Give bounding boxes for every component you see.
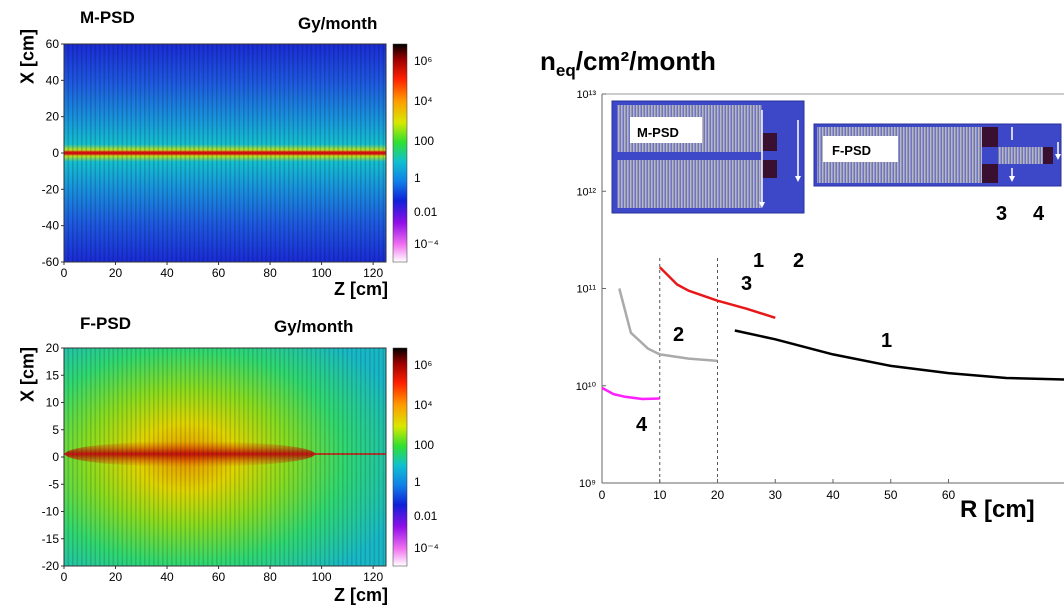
mpsd-y-tick-label: 60 <box>46 37 60 51</box>
fpsd-x-tick-label: 0 <box>61 570 68 584</box>
fluence-x-tick-label: 50 <box>884 488 898 502</box>
fpsd-inset-detector-block <box>982 127 998 147</box>
curve-2-label: 2 <box>673 324 685 346</box>
inset-region-4-label: 4 <box>1033 203 1045 225</box>
fluence-x-tick-label: 60 <box>942 488 956 502</box>
fluence-plot-title: neq/cm²/month <box>540 46 716 81</box>
fpsd-y-tick-label: -15 <box>42 532 60 546</box>
fpsd-y-tick-label: 20 <box>46 341 60 355</box>
mpsd-x-tick-label: 0 <box>61 266 68 280</box>
mpsd-inset-detector-block <box>762 160 777 178</box>
mpsd-inset <box>611 100 805 214</box>
fluence-y-tick-label: 10¹² <box>576 186 596 198</box>
fpsd-xlabel: Z [cm] <box>334 585 388 605</box>
fpsd-x-tick-label: 80 <box>263 570 277 584</box>
mpsd-inset-label: M-PSD <box>637 125 679 140</box>
fluence-series-4-line <box>601 386 660 401</box>
fluence-title-sub: eq <box>555 61 576 81</box>
curve-3-label: 3 <box>741 273 753 295</box>
fpsd-unit-label: Gy/month <box>274 317 354 336</box>
mpsd-heatmap: 60 40 20 0 -20 -40 -60 0 20 40 60 80 100 120 <box>42 37 408 280</box>
fluence-x-tick-label: 20 <box>711 488 725 502</box>
fpsd-colorbar-tick: 10⁻⁴ <box>414 541 439 555</box>
fluence-y-tick-label: 10⁹ <box>579 478 596 490</box>
mpsd-y-tick-label: 40 <box>46 73 60 87</box>
fpsd-title: F-PSD <box>80 314 131 333</box>
fluence-y-tick-label: 10¹¹ <box>576 284 596 296</box>
fpsd-x-tick-label: 60 <box>212 570 226 584</box>
mpsd-y-tick-label: -40 <box>42 219 60 233</box>
fluence-plot: 10⁹ 10¹⁰ 10¹¹ 10¹² 10¹³ 0 10 20 30 40 50 60 <box>576 89 1064 502</box>
fpsd-y-tick-label: 0 <box>52 450 59 464</box>
mpsd-y-tick-label: 0 <box>52 146 59 160</box>
fpsd-heatmap: 20 15 10 5 0 -5 -10 -15 -20 0 20 40 60 80 100 120 <box>42 341 408 584</box>
mpsd-colorbar-tick: 100 <box>414 134 435 148</box>
mpsd-colorbar <box>392 43 408 263</box>
mpsd-unit-label: Gy/month <box>298 14 378 33</box>
mpsd-y-tick-label: -20 <box>42 182 60 196</box>
fpsd-y-tick-label: -5 <box>48 477 59 491</box>
fpsd-y-tick-label: -10 <box>42 505 60 519</box>
mpsd-x-tick-label: 100 <box>312 266 332 280</box>
fluence-x-tick-label: 40 <box>826 488 840 502</box>
mpsd-x-tick-label: 60 <box>212 266 226 280</box>
mpsd-beam-line <box>64 151 386 155</box>
fluence-y-tick-label: 10¹³ <box>576 89 596 101</box>
mpsd-colorbar-tick: 10⁴ <box>414 94 433 108</box>
mpsd-colorbar-tick: 1 <box>414 171 421 185</box>
fluence-title-rest: /cm²/month <box>575 46 716 76</box>
fpsd-inset-detector-block <box>982 164 998 183</box>
fpsd-x-tick-label: 100 <box>312 570 332 584</box>
fluence-series-2-line <box>618 288 718 363</box>
fpsd-colorbar-tick: 10⁶ <box>414 358 433 372</box>
mpsd-inset-label-box <box>630 117 702 143</box>
fpsd-y-tick-label: 10 <box>46 396 60 410</box>
curve-1-label: 1 <box>881 330 893 352</box>
inset-region-1-label: 1 <box>753 250 765 272</box>
fpsd-inset-label: F-PSD <box>832 143 871 158</box>
fpsd-colorbar-tick: 10⁴ <box>414 398 433 412</box>
fpsd-x-tick-label: 40 <box>160 570 174 584</box>
fpsd-colorbar-tick: 100 <box>414 438 435 452</box>
mpsd-title: M-PSD <box>80 8 135 27</box>
mpsd-x-tick-label: 40 <box>160 266 174 280</box>
fpsd-y-tick-label: 5 <box>52 423 59 437</box>
mpsd-x-tick-label: 120 <box>363 266 383 280</box>
mpsd-x-tick-label: 80 <box>263 266 277 280</box>
fluence-x-tick-label: 0 <box>599 488 606 502</box>
fpsd-inset <box>813 123 1062 187</box>
mpsd-inset-detector-block <box>762 133 777 151</box>
fluence-title-main: n <box>540 46 556 76</box>
fpsd-colorbar-tick: 1 <box>414 475 421 489</box>
mpsd-inset-module-bottom <box>617 160 762 208</box>
mpsd-y-tick-label: -60 <box>42 255 60 269</box>
mpsd-colorbar-tick: 10⁶ <box>414 54 433 68</box>
mpsd-colorbar-tick: 10⁻⁴ <box>414 237 439 251</box>
fpsd-inset-label-box <box>823 136 898 162</box>
fluence-x-tick-label: 30 <box>769 488 783 502</box>
fluence-x-tick-label: 10 <box>653 488 667 502</box>
fluence-xlabel: R [cm] <box>960 496 1035 523</box>
inset-region-3-label: 3 <box>996 203 1008 225</box>
mpsd-y-tick-label: 20 <box>46 110 60 124</box>
inset-region-2-label: 2 <box>793 250 805 272</box>
curve-4-label: 4 <box>636 414 648 436</box>
fpsd-x-tick-label: 120 <box>363 570 383 584</box>
fluence-series-1-line <box>734 329 1064 381</box>
fluence-y-tick-label: 10¹⁰ <box>576 381 597 393</box>
fpsd-x-tick-label: 20 <box>109 570 123 584</box>
mpsd-xlabel: Z [cm] <box>334 279 388 299</box>
fpsd-y-tick-label: 15 <box>46 368 60 382</box>
fluence-series-3-line <box>658 266 776 319</box>
mpsd-colorbar-tick: 0.01 <box>414 205 438 219</box>
fpsd-y-tick-label: -20 <box>42 559 60 573</box>
fpsd-segment-pattern <box>64 348 386 566</box>
mpsd-x-tick-label: 20 <box>109 266 123 280</box>
fpsd-colorbar <box>392 347 408 567</box>
fpsd-colorbar-tick: 0.01 <box>414 509 438 523</box>
